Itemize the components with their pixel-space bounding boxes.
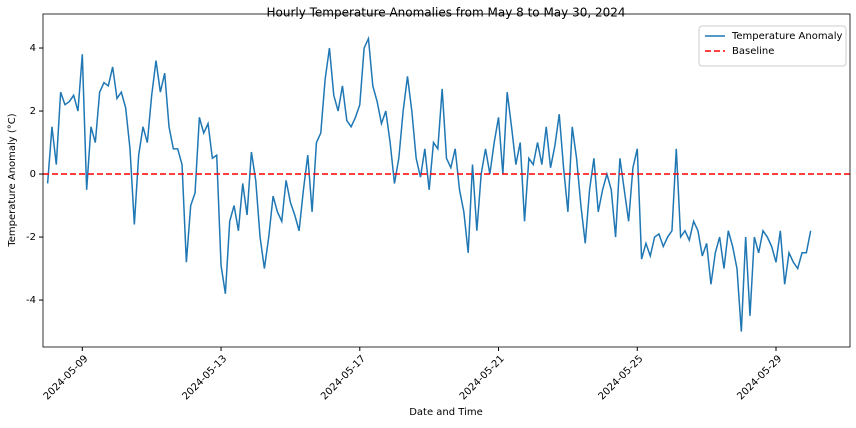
- x-tick-label: 2024-05-09: [42, 353, 91, 402]
- legend-box: [698, 25, 847, 67]
- y-tick-label: -2: [26, 232, 36, 243]
- x-tick-label: 2024-05-29: [735, 353, 784, 402]
- y-tick-label: -4: [26, 295, 36, 306]
- x-tick-label: 2024-05-21: [458, 353, 507, 402]
- x-axis-label: Date and Time: [409, 407, 483, 418]
- x-tick-label: 2024-05-13: [180, 353, 229, 402]
- chart-title: Hourly Temperature Anomalies from May 8 …: [266, 6, 625, 20]
- y-tick-label: 4: [30, 43, 36, 54]
- legend-label: Temperature Anomaly: [731, 31, 842, 42]
- data-line: [46, 35, 812, 332]
- y-axis-label: Temperature Anomaly (°C): [7, 113, 18, 247]
- x-tick-label: 2024-05-25: [597, 353, 646, 402]
- x-tick-label: 2024-05-17: [319, 353, 368, 402]
- plot-frame: [42, 13, 851, 348]
- y-tick-label: 0: [30, 169, 36, 180]
- y-tick-label: 2: [30, 106, 36, 117]
- legend-label: Baseline: [732, 46, 774, 57]
